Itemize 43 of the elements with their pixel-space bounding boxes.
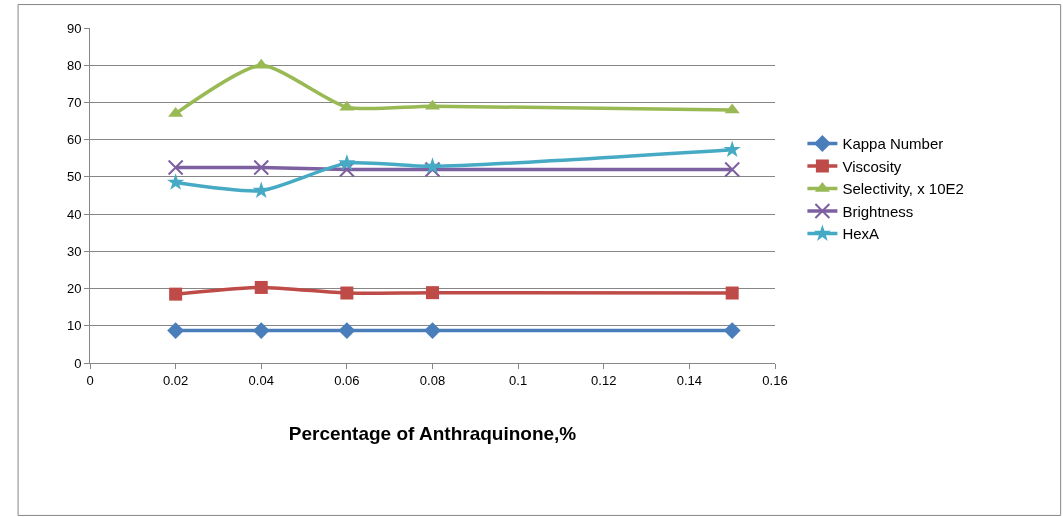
y-tick-label: 70 xyxy=(66,94,82,110)
y-tick-label: 40 xyxy=(66,206,82,222)
point xyxy=(424,322,441,340)
point xyxy=(340,286,354,300)
point xyxy=(338,154,356,171)
point xyxy=(724,161,741,178)
point xyxy=(167,159,184,176)
point xyxy=(253,159,270,176)
point xyxy=(723,322,741,340)
point xyxy=(426,286,439,300)
x-tick-label: 0.12 xyxy=(591,372,617,388)
point xyxy=(167,322,185,340)
y-tick-label: 90 xyxy=(66,20,82,36)
x-tick-label: 0.08 xyxy=(419,372,446,388)
y-tick-label: 50 xyxy=(66,169,82,185)
y-tick-label: 30 xyxy=(66,243,82,259)
x-tick-label: 0.1 xyxy=(509,372,528,388)
x-axis-title: Percentage of Anthraquinone,% xyxy=(288,423,577,445)
x-tick-label: 0.16 xyxy=(762,372,788,388)
legend-label: Selectivity, x 10E2 xyxy=(842,180,964,198)
y-tick-label: 20 xyxy=(66,281,82,297)
point xyxy=(252,322,270,340)
point xyxy=(254,280,268,294)
x-tick-label: 0.06 xyxy=(334,372,360,388)
point xyxy=(252,181,270,199)
point xyxy=(723,140,741,158)
y-tick-label: 60 xyxy=(66,132,82,148)
point xyxy=(169,287,183,301)
point xyxy=(725,286,739,300)
point xyxy=(423,157,442,174)
x-tick-label: 0.02 xyxy=(162,372,189,388)
y-tick-label: 0 xyxy=(74,355,82,371)
y-tick-label: 80 xyxy=(66,57,82,73)
legend-label: Brightness xyxy=(842,202,914,220)
y-tick-label: 10 xyxy=(66,318,82,334)
x-tick-label: 0.04 xyxy=(248,372,274,388)
legend-label: Kappa Number xyxy=(842,135,944,153)
point xyxy=(166,173,185,190)
legend-label: HexA xyxy=(842,225,880,243)
x-tick-label: 0.14 xyxy=(676,372,703,388)
point xyxy=(338,322,356,340)
legend-label: Viscosity xyxy=(842,157,902,175)
x-tick-label: 0 xyxy=(86,372,94,388)
